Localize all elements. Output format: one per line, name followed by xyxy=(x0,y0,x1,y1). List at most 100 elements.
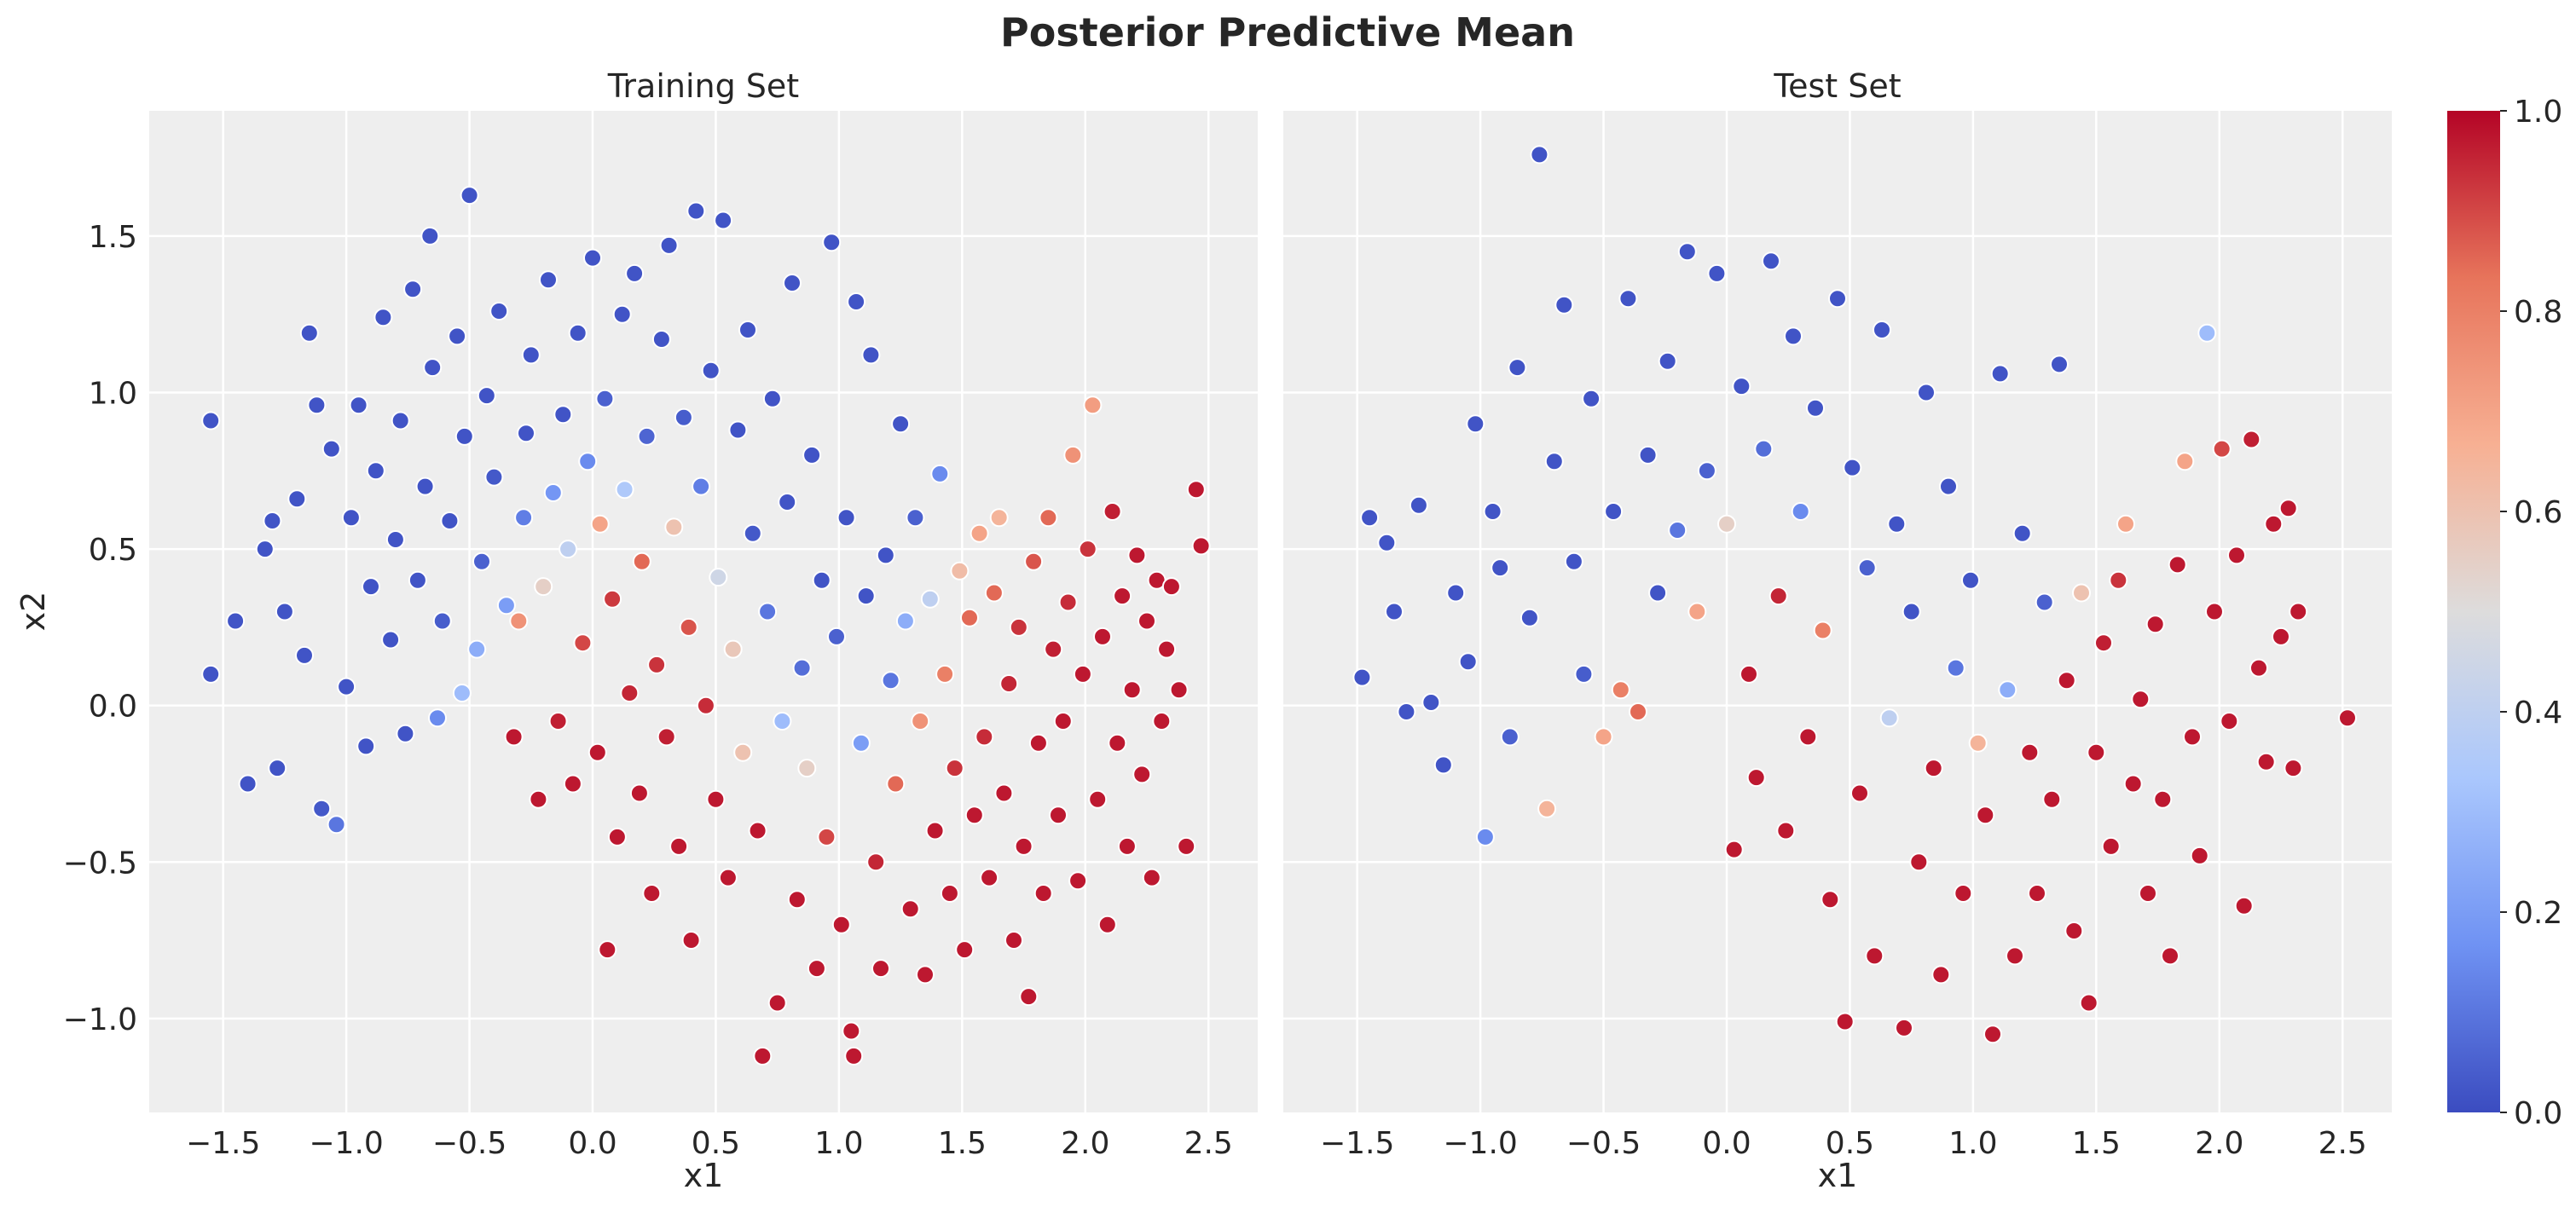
data-point xyxy=(312,799,332,818)
data-point xyxy=(1865,946,1884,966)
data-point xyxy=(625,263,645,283)
data-point xyxy=(504,727,524,747)
data-point xyxy=(1161,577,1181,597)
x-tick-label: −1.0 xyxy=(1443,1126,1517,1161)
data-point xyxy=(2168,555,2187,575)
data-point xyxy=(2116,514,2135,534)
data-point xyxy=(563,774,582,794)
data-point xyxy=(489,302,509,321)
data-point xyxy=(753,1046,773,1066)
data-point xyxy=(1887,514,1907,534)
data-point xyxy=(1004,931,1023,950)
data-point xyxy=(299,323,319,343)
data-point xyxy=(1421,693,1441,712)
y-tick-label: 1.5 xyxy=(89,220,137,255)
data-point xyxy=(460,186,479,205)
data-point xyxy=(534,577,553,597)
x-tick-label: 1.0 xyxy=(1948,1126,1997,1161)
data-point xyxy=(1127,546,1147,565)
data-point xyxy=(1409,495,1428,515)
data-point xyxy=(1028,733,1048,753)
data-point xyxy=(762,389,782,408)
colorbar: 0.0 0.2 0.4 0.6 0.8 1.0 xyxy=(2447,95,2562,1131)
data-point xyxy=(477,386,496,406)
data-point xyxy=(935,664,955,684)
data-point xyxy=(1857,558,1877,578)
data-point xyxy=(226,611,246,631)
data-point xyxy=(415,477,435,496)
data-point xyxy=(1554,295,1574,315)
data-point xyxy=(327,815,346,835)
data-point xyxy=(674,407,693,427)
data-point xyxy=(637,426,657,446)
data-point xyxy=(1117,836,1137,856)
x-tick-label: −1.0 xyxy=(309,1126,383,1161)
data-point xyxy=(548,712,568,731)
data-point xyxy=(1186,480,1206,500)
data-point xyxy=(728,420,748,440)
data-point xyxy=(851,733,871,753)
x-tick-label: 0.0 xyxy=(568,1126,617,1161)
data-point xyxy=(1746,768,1766,788)
data-point xyxy=(1033,884,1053,903)
data-point xyxy=(1998,680,2017,700)
data-point xyxy=(1618,289,1638,309)
data-point xyxy=(1385,602,1404,621)
data-point xyxy=(2145,615,2165,634)
data-point xyxy=(906,508,925,528)
data-point xyxy=(509,611,529,631)
training-points xyxy=(201,186,1211,1066)
data-point xyxy=(1039,508,1058,528)
data-point xyxy=(1768,586,1788,606)
data-point xyxy=(2087,742,2106,762)
data-point xyxy=(2020,742,2040,762)
data-point xyxy=(2205,602,2224,621)
data-point xyxy=(620,684,640,702)
data-point xyxy=(2123,774,2143,794)
data-point xyxy=(2272,627,2290,646)
data-point xyxy=(1724,840,1744,859)
colorbar-tick-label: 0.8 xyxy=(2514,295,2562,330)
data-point xyxy=(955,940,975,960)
data-point xyxy=(686,201,706,221)
data-point xyxy=(349,396,368,415)
data-point xyxy=(1014,836,1033,856)
y-tick-label: −1.0 xyxy=(63,1002,137,1037)
data-point xyxy=(337,677,356,696)
data-point xyxy=(432,611,452,631)
test-points xyxy=(1352,145,2357,1044)
data-point xyxy=(1088,789,1108,809)
data-point xyxy=(307,396,327,415)
data-point xyxy=(1835,1012,1855,1031)
data-point xyxy=(738,321,757,339)
data-point xyxy=(1879,708,1899,728)
test-set-panel: −1.5 −1.0 −0.5 0.0 0.5 1.0 1.5 2.0 2.5 Test Set … xyxy=(1283,67,2392,1194)
data-point xyxy=(1537,799,1557,818)
data-point xyxy=(1169,680,1189,700)
training-grid xyxy=(149,111,1258,1112)
y-tick-label: 1.0 xyxy=(89,376,137,411)
y-tick-label: 0.0 xyxy=(89,690,137,725)
data-point xyxy=(1508,358,1527,378)
data-point xyxy=(2042,789,2062,809)
data-point xyxy=(543,483,563,502)
data-point xyxy=(1954,884,1973,903)
data-point xyxy=(1784,326,1803,346)
data-point xyxy=(2057,671,2076,690)
y-tick-label: 0.5 xyxy=(89,533,137,568)
data-point xyxy=(984,583,1004,603)
data-point xyxy=(1677,242,1697,262)
data-point xyxy=(1044,639,1063,659)
data-point xyxy=(1740,664,1758,684)
data-point xyxy=(706,789,726,809)
data-point xyxy=(632,552,651,571)
data-point xyxy=(484,467,504,487)
data-point xyxy=(1604,502,1624,521)
data-point xyxy=(238,774,258,794)
colorbar-tick-label: 0.4 xyxy=(2514,696,2562,731)
y-tick-label: −0.5 xyxy=(63,846,137,881)
data-point xyxy=(975,727,994,747)
data-point xyxy=(201,664,221,684)
data-point xyxy=(295,645,314,665)
data-point xyxy=(1113,586,1132,606)
